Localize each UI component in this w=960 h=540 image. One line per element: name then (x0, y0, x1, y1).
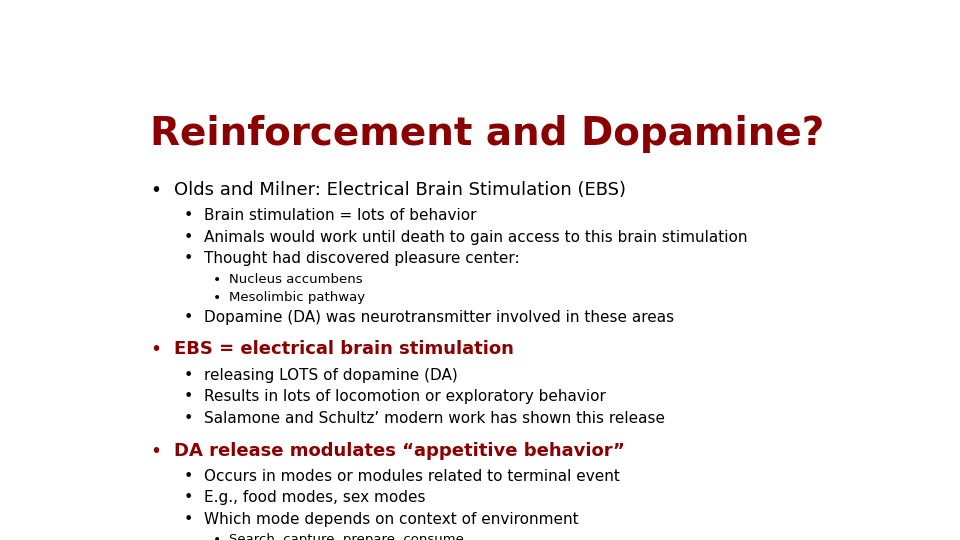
Text: •: • (183, 208, 193, 223)
Text: EBS = electrical brain stimulation: EBS = electrical brain stimulation (174, 341, 514, 359)
Text: •: • (150, 181, 161, 200)
Text: Mesolimbic pathway: Mesolimbic pathway (229, 292, 366, 305)
Text: Nucleus accumbens: Nucleus accumbens (229, 273, 363, 286)
Text: •: • (183, 490, 193, 505)
Text: •: • (183, 469, 193, 483)
Text: Salamone and Schultz’ modern work has shown this release: Salamone and Schultz’ modern work has sh… (204, 411, 665, 426)
Text: •: • (183, 389, 193, 404)
Text: •: • (213, 292, 221, 306)
Text: •: • (183, 411, 193, 426)
Text: Search, capture, prepare, consume: Search, capture, prepare, consume (229, 534, 465, 540)
Text: Results in lots of locomotion or exploratory behavior: Results in lots of locomotion or explora… (204, 389, 606, 404)
Text: •: • (183, 368, 193, 382)
Text: Brain stimulation = lots of behavior: Brain stimulation = lots of behavior (204, 208, 476, 223)
Text: •: • (183, 230, 193, 245)
Text: releasing LOTS of dopamine (DA): releasing LOTS of dopamine (DA) (204, 368, 458, 382)
Text: Animals would work until death to gain access to this brain stimulation: Animals would work until death to gain a… (204, 230, 748, 245)
Text: Thought had discovered pleasure center:: Thought had discovered pleasure center: (204, 252, 519, 267)
Text: •: • (150, 442, 161, 461)
Text: •: • (183, 512, 193, 527)
Text: Dopamine (DA) was neurotransmitter involved in these areas: Dopamine (DA) was neurotransmitter invol… (204, 310, 674, 325)
Text: •: • (183, 310, 193, 325)
Text: Which mode depends on context of environment: Which mode depends on context of environ… (204, 512, 579, 527)
Text: E.g., food modes, sex modes: E.g., food modes, sex modes (204, 490, 425, 505)
Text: •: • (150, 341, 161, 360)
Text: Olds and Milner: Electrical Brain Stimulation (EBS): Olds and Milner: Electrical Brain Stimul… (174, 181, 626, 199)
Text: Reinforcement and Dopamine?: Reinforcement and Dopamine? (150, 114, 824, 153)
Text: •: • (213, 273, 221, 287)
Text: •: • (183, 252, 193, 267)
Text: DA release modulates “appetitive behavior”: DA release modulates “appetitive behavio… (174, 442, 624, 460)
Text: •: • (213, 534, 221, 540)
Text: Occurs in modes or modules related to terminal event: Occurs in modes or modules related to te… (204, 469, 620, 483)
